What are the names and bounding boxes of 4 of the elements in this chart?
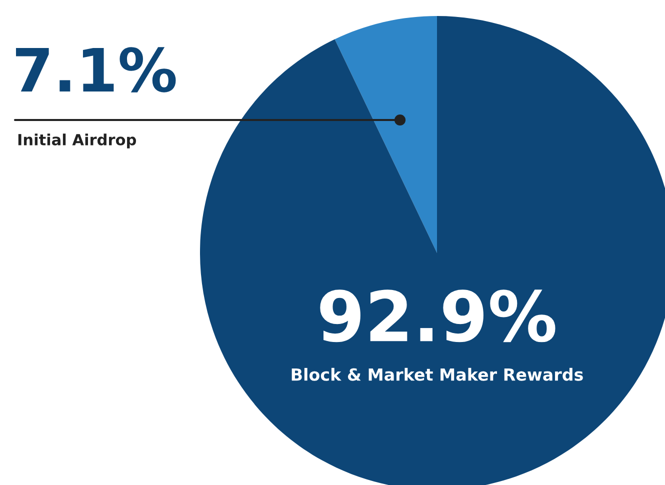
data-label: 7.1% — [16, 47, 176, 92]
slice-label: Initial Airdrop — [18, 134, 136, 148]
slice-label: Block & Market Maker Rewards — [292, 368, 583, 381]
data-label: 92.9% — [320, 290, 556, 342]
